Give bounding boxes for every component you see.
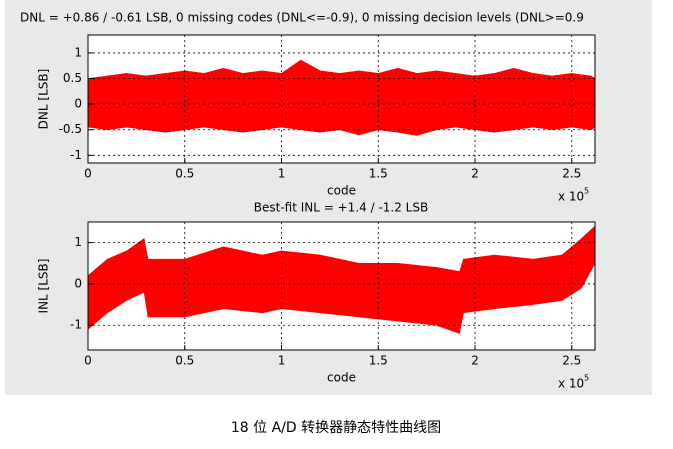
band-segment (552, 73, 573, 131)
x-scale-exponent: 5 (584, 374, 589, 383)
y-tick-label: -1 (70, 318, 82, 332)
x-tick-label: 0.5 (175, 354, 194, 368)
band-segment (474, 73, 495, 133)
band-segment (184, 70, 205, 131)
band-segment (107, 73, 128, 131)
y-tick-label: 0.5 (63, 71, 82, 85)
x-scale-label: x 10 (558, 377, 584, 391)
caption: 18 位 A/D 转换器静态特性曲线图 (231, 419, 441, 436)
x-tick-label: 2.5 (562, 354, 581, 368)
band-segment (223, 246, 263, 314)
x-tick-label: 2 (471, 167, 479, 181)
band-segment (590, 75, 596, 131)
band-segment (532, 73, 553, 131)
band-segment (223, 67, 244, 133)
x-tick-label: 1 (278, 354, 286, 368)
chart-title: Best-fit INL = +1.4 / -1.2 LSB (254, 201, 428, 215)
y-tick-label: -0.5 (59, 122, 82, 136)
x-tick-label: 0.5 (175, 167, 194, 181)
band-segment (532, 254, 563, 305)
y-tick-label: 1 (74, 235, 82, 249)
x-tick-label: 1 (278, 167, 286, 181)
band-segment (377, 67, 398, 133)
x-tick-label: 2.5 (562, 167, 581, 181)
x-tick-label: 0 (84, 167, 92, 181)
y-tick-label: 0 (74, 276, 82, 290)
band-segment (397, 262, 437, 326)
x-axis-label: code (327, 184, 356, 198)
band-segment (126, 73, 147, 131)
x-tick-label: 0 (84, 354, 92, 368)
band-segment (184, 246, 224, 318)
band-segment (358, 70, 379, 136)
y-tick-label: 0 (74, 97, 82, 111)
band-segment (165, 70, 186, 133)
y-tick-label: 1 (74, 45, 82, 59)
band-segment (300, 59, 321, 133)
y-axis-label: DNL [LSB] (37, 69, 51, 130)
band-segment (571, 73, 592, 131)
chart-title: DNL = +0.86 / -0.61 LSB, 0 missing codes… (20, 11, 584, 25)
band-segment (339, 70, 360, 136)
band-segment (145, 73, 166, 133)
x-scale-label: x 10 (558, 190, 584, 204)
x-axis-label: code (327, 371, 356, 385)
band-segment (494, 67, 515, 133)
band-segment (281, 250, 321, 314)
band-segment (436, 267, 460, 334)
band-segment (87, 75, 108, 131)
band-segment (455, 73, 476, 131)
band-segment (319, 70, 340, 133)
x-scale-exponent: 5 (584, 187, 589, 196)
band-segment (147, 258, 186, 318)
plot-frame (87, 34, 596, 164)
band-segment (436, 70, 456, 131)
band-segment (319, 254, 360, 318)
band-segment (494, 254, 534, 310)
x-tick-label: 1.5 (369, 354, 388, 368)
band-segment (203, 67, 224, 131)
x-tick-label: 2 (471, 354, 479, 368)
band-segment (261, 70, 282, 131)
band-segment (242, 70, 263, 133)
x-tick-label: 1.5 (369, 167, 388, 181)
band-segment (513, 67, 534, 131)
y-axis-label: INL [LSB] (37, 259, 51, 314)
plot-frame (87, 221, 596, 351)
band-segment (416, 70, 437, 136)
band-segment (261, 250, 282, 314)
y-tick-label: -1 (70, 148, 82, 162)
